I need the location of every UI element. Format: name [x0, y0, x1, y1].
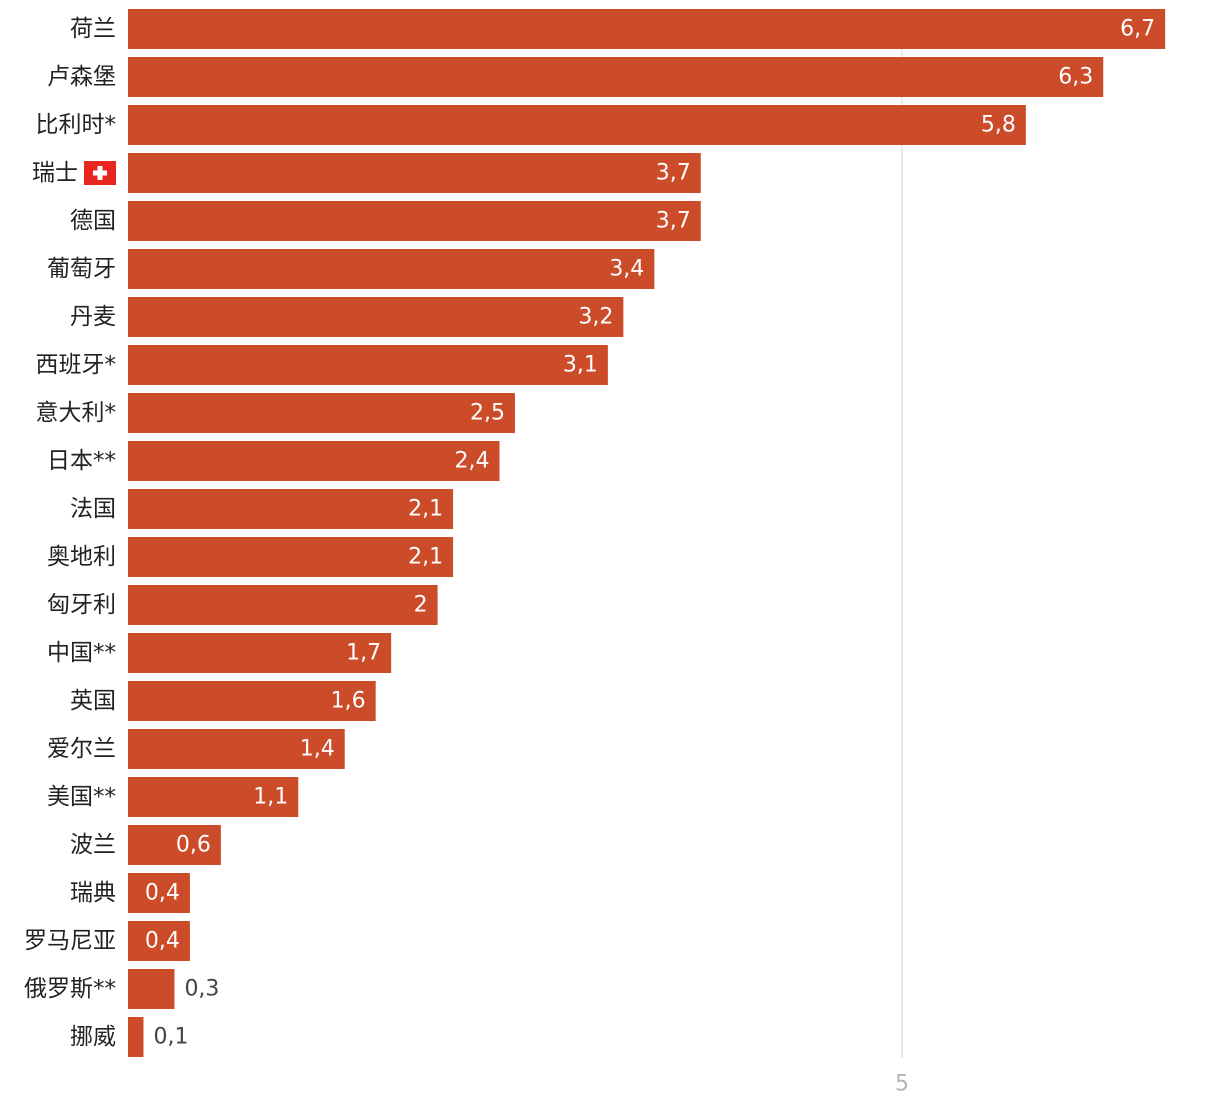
category-label: 匈牙利: [47, 592, 116, 618]
category-label: 挪威: [70, 1024, 116, 1050]
value-label: 2,1: [408, 545, 443, 570]
category-label: 中国**: [47, 640, 116, 666]
bar: [128, 489, 454, 529]
x-tick-label: 5: [895, 1072, 909, 1097]
category-label: 奥地利: [47, 544, 116, 570]
bar: [128, 441, 500, 481]
value-label: 1,1: [253, 785, 288, 810]
category-label: 卢森堡: [47, 64, 116, 90]
bar: [128, 969, 175, 1009]
category-label: 瑞典: [70, 880, 116, 906]
value-label: 0,3: [184, 977, 219, 1002]
value-label: 3,4: [609, 257, 644, 282]
value-label: 0,4: [145, 881, 180, 906]
value-label: 3,2: [578, 305, 613, 330]
bar: [128, 249, 655, 289]
swiss-flag-icon: [84, 161, 116, 185]
value-label: 2,4: [455, 449, 490, 474]
value-label: 0,4: [145, 929, 180, 954]
value-label: 6,7: [1120, 17, 1155, 42]
value-label: 1,7: [346, 641, 381, 666]
bar: [128, 873, 190, 913]
category-label: 德国: [70, 208, 116, 234]
bar: [128, 201, 701, 241]
bar: [128, 393, 515, 433]
value-label: 3,7: [656, 209, 691, 234]
category-label: 爱尔兰: [47, 736, 116, 762]
value-label: 2: [414, 593, 428, 618]
category-label: 俄罗斯**: [24, 976, 116, 1002]
bar: [128, 105, 1026, 145]
value-label: 2,1: [408, 497, 443, 522]
category-label: 丹麦: [70, 304, 116, 330]
category-label: 西班牙*: [36, 352, 117, 378]
bar: [128, 777, 299, 817]
bar: [128, 297, 624, 337]
value-labels: 6,7 6,3 5,8 3,7 3,7 3,4 3,2 3,1 2,5 2,4 2,1 2,1 2 1,7…: [145, 17, 1155, 1050]
bar: [128, 1017, 144, 1057]
bar: [128, 585, 438, 625]
value-label: 2,5: [470, 401, 505, 426]
value-label: 6,3: [1058, 65, 1093, 90]
bar: [128, 345, 608, 385]
category-label: 日本**: [47, 448, 116, 474]
bar: [128, 729, 345, 769]
value-label: 3,1: [563, 353, 598, 378]
bar: [128, 825, 221, 865]
category-label: 瑞士: [32, 160, 78, 186]
value-label: 5,8: [981, 113, 1016, 138]
bars: [128, 9, 1166, 1057]
category-label: 荷兰: [70, 16, 116, 42]
category-label: 波兰: [70, 832, 116, 858]
bar: [128, 633, 392, 673]
category-label: 葡萄牙: [47, 256, 116, 282]
bar: [128, 57, 1104, 97]
category-label: 罗马尼亚: [24, 928, 116, 954]
x-axis-ticks: 5: [895, 1072, 909, 1097]
bar: [128, 153, 701, 193]
value-label: 1,4: [300, 737, 335, 762]
value-label: 0,1: [153, 1025, 188, 1050]
bar: [128, 9, 1166, 49]
bar: [128, 921, 190, 961]
value-label: 0,6: [176, 833, 211, 858]
value-label: 3,7: [656, 161, 691, 186]
category-label: 意大利*: [36, 400, 117, 426]
value-label: 1,6: [331, 689, 366, 714]
bar: [128, 537, 454, 577]
category-label: 英国: [70, 688, 116, 714]
category-label: 比利时*: [36, 112, 117, 138]
category-label: 法国: [70, 496, 116, 522]
bar: [128, 681, 376, 721]
category-label: 美国**: [47, 784, 116, 810]
